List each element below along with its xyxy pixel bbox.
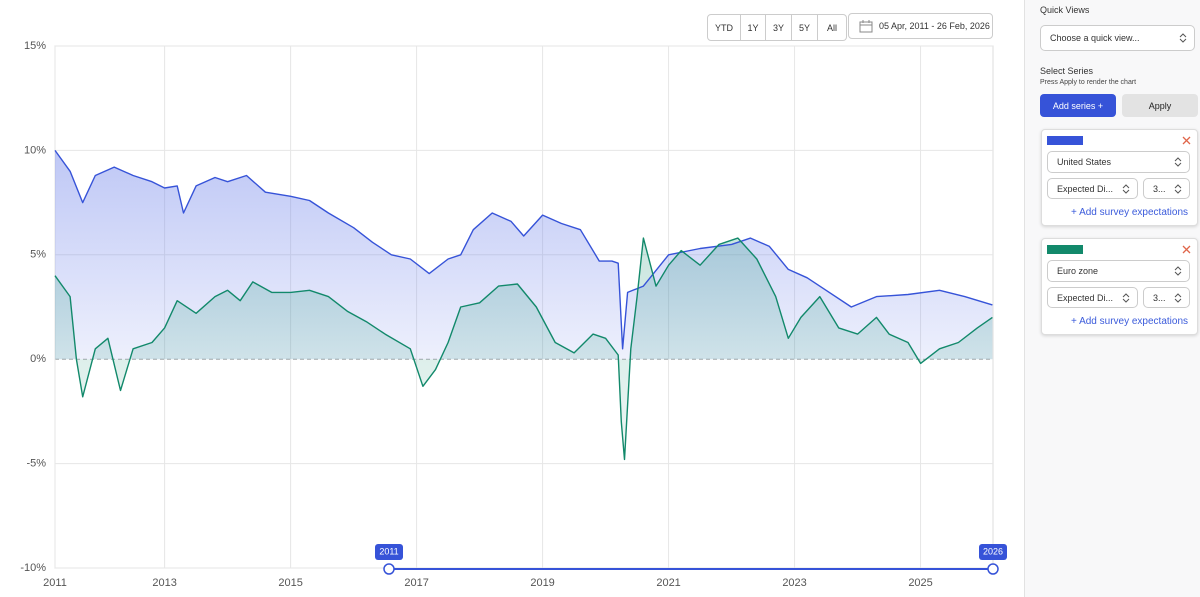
x-tick-label: 2023 xyxy=(782,577,806,589)
country-select[interactable]: United States xyxy=(1047,151,1190,173)
add-survey-link[interactable]: + Add survey expectations xyxy=(1071,207,1189,218)
x-tick-label: 2017 xyxy=(404,577,428,589)
measure-select[interactable]: Expected Di... xyxy=(1047,178,1138,199)
range-button[interactable]: 3Y xyxy=(766,14,792,41)
chevrons xyxy=(1174,157,1182,167)
x-tick-label: 2011 xyxy=(43,577,67,589)
y-tick-label: 15% xyxy=(24,40,46,52)
navigator-label: 2011 xyxy=(379,546,398,556)
horizon-select[interactable]: 3... xyxy=(1143,287,1190,308)
chevrons xyxy=(1174,292,1182,303)
series-card: United States Expected Di... 3... + Add sur… xyxy=(1041,129,1198,226)
date-range-picker[interactable]: 05 Apr, 2011 - 26 Feb, 2026 xyxy=(848,13,993,39)
x-tick-label: 2013 xyxy=(152,577,176,589)
series-line xyxy=(54,237,993,461)
y-tick-label: -10% xyxy=(20,562,46,574)
country-select[interactable]: Euro zone xyxy=(1047,260,1190,282)
select-text: Euro zone xyxy=(1057,266,1099,276)
area xyxy=(55,238,993,460)
x-tick-label: 2025 xyxy=(908,577,932,589)
measure-select[interactable]: Expected Di... xyxy=(1047,287,1138,308)
date-range-text: 05 Apr, 2011 - 26 Feb, 2026 xyxy=(879,21,990,31)
color-swatch[interactable] xyxy=(1047,245,1083,254)
calendar-icon xyxy=(859,19,873,32)
sidebar: Quick Views Choose a quick view... Selec… xyxy=(1024,0,1200,597)
add-series-button[interactable]: Add series + xyxy=(1040,94,1116,117)
chart: -10% -5% 0% 5% 10% 15% 2011 2013 2015 2017 2019 202… xyxy=(20,40,1007,589)
navigator-badge xyxy=(979,544,1007,560)
navigator-handle xyxy=(987,563,999,575)
series-card: Euro zone Expected Di... 3... + Add survey … xyxy=(1041,238,1198,335)
hint: Press Apply to render the chart xyxy=(1040,79,1137,86)
range-button[interactable]: YTD xyxy=(707,14,741,41)
chevrons xyxy=(1122,183,1130,194)
chevrons xyxy=(1174,266,1182,276)
horizon-select[interactable]: 3... xyxy=(1143,178,1190,199)
navigator-handle xyxy=(383,563,395,575)
y-tick-label: 10% xyxy=(24,144,46,156)
color-swatch[interactable] xyxy=(1047,136,1083,145)
navigator-label: 2026 xyxy=(983,546,1003,556)
range-button[interactable]: All xyxy=(818,14,847,41)
remove-button[interactable] xyxy=(1182,136,1191,145)
range-buttons: YTD 1Y 3Y 5Y All xyxy=(707,14,847,41)
apply-button[interactable]: Apply xyxy=(1122,94,1198,117)
y-tick-label: -5% xyxy=(26,458,46,470)
section-title: Select Series xyxy=(1040,66,1094,76)
chevrons xyxy=(1179,33,1187,43)
x-tick-label: 2019 xyxy=(530,577,554,589)
select-text: 3... xyxy=(1153,292,1166,303)
x-tick-label: 2021 xyxy=(656,577,680,589)
chevrons xyxy=(1122,292,1130,303)
select-text: Expected Di... xyxy=(1057,183,1114,194)
range-button[interactable]: 1Y xyxy=(741,14,766,41)
select-text: Choose a quick view... xyxy=(1050,33,1140,43)
select-text: Expected Di... xyxy=(1057,292,1114,303)
y-tick-label: 5% xyxy=(30,249,46,261)
add-survey-link[interactable]: + Add survey expectations xyxy=(1071,316,1189,327)
select-text: 3... xyxy=(1153,183,1166,194)
range-button[interactable]: 5Y xyxy=(792,14,818,41)
section-title: Quick Views xyxy=(1040,5,1090,15)
series-line xyxy=(54,149,993,350)
y-tick-label: 0% xyxy=(30,353,46,365)
select-text: United States xyxy=(1057,157,1112,167)
x-tick-label: 2015 xyxy=(278,577,302,589)
remove-button[interactable] xyxy=(1182,245,1191,254)
chevrons xyxy=(1174,183,1182,194)
navigator-badge xyxy=(375,544,403,560)
quick-view-select[interactable]: Choose a quick view... xyxy=(1040,25,1195,51)
